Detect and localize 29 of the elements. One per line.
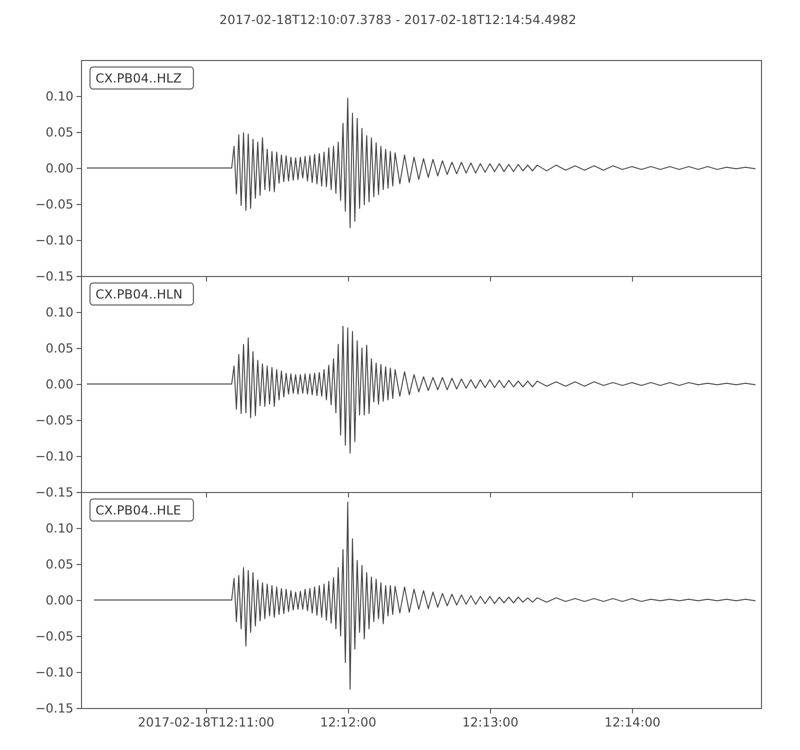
y-tick-label: 0.00 bbox=[46, 592, 74, 608]
y-tick-label: −0.05 bbox=[35, 196, 74, 212]
line-series bbox=[94, 502, 756, 690]
y-tick-label: −0.15 bbox=[35, 484, 74, 500]
y-tick-label: −0.05 bbox=[35, 628, 74, 644]
annotation: CX.PB04..HLZ bbox=[96, 70, 182, 86]
y-tick-label: −0.10 bbox=[35, 664, 74, 680]
y-tick-label: 0.05 bbox=[46, 556, 74, 572]
annotation: CX.PB04..HLE bbox=[96, 502, 182, 518]
y-tick-label: −0.10 bbox=[35, 448, 74, 464]
annotation: CX.PB04..HLN bbox=[96, 286, 182, 302]
y-tick-label: −0.15 bbox=[35, 268, 74, 284]
x-tick-label: 2017-02-18T12:11:00 bbox=[138, 714, 274, 730]
line-series bbox=[86, 326, 756, 454]
y-tick-label: 0.10 bbox=[46, 304, 74, 320]
y-tick-label: 0.10 bbox=[46, 520, 74, 536]
chart-title: 2017-02-18T12:10:07.3783 - 2017-02-18T12:14:54.4982 bbox=[219, 12, 576, 27]
x-tick-label: 12:14:00 bbox=[604, 714, 661, 730]
y-tick-label: 0.10 bbox=[46, 88, 74, 104]
x-tick-label: 12:13:00 bbox=[462, 714, 518, 730]
y-tick-label: 0.05 bbox=[46, 340, 74, 356]
y-tick-label: −0.15 bbox=[35, 700, 74, 716]
y-tick-label: 0.00 bbox=[46, 376, 74, 392]
y-tick-label: 0.05 bbox=[46, 124, 74, 140]
x-tick-label: 12:12:00 bbox=[320, 714, 376, 730]
line-series bbox=[86, 98, 756, 228]
y-tick-label: −0.05 bbox=[35, 412, 74, 428]
y-tick-label: 0.00 bbox=[46, 160, 74, 176]
y-tick-label: −0.10 bbox=[35, 232, 74, 248]
